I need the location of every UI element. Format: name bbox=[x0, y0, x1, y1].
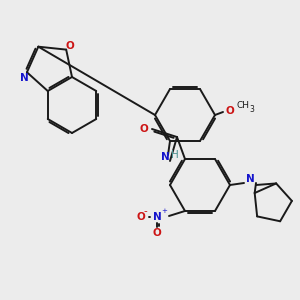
Text: CH: CH bbox=[236, 101, 250, 110]
Text: +: + bbox=[161, 208, 167, 214]
Text: -: - bbox=[143, 206, 147, 216]
Text: 3: 3 bbox=[250, 106, 254, 115]
Text: H: H bbox=[171, 150, 179, 160]
Text: N: N bbox=[20, 73, 28, 83]
Text: O: O bbox=[136, 212, 146, 222]
Text: O: O bbox=[226, 106, 234, 116]
Text: N: N bbox=[160, 152, 169, 162]
Text: O: O bbox=[153, 228, 161, 238]
Text: N: N bbox=[153, 212, 161, 222]
Text: N: N bbox=[246, 174, 254, 184]
Text: O: O bbox=[140, 124, 148, 134]
Text: O: O bbox=[66, 40, 75, 51]
